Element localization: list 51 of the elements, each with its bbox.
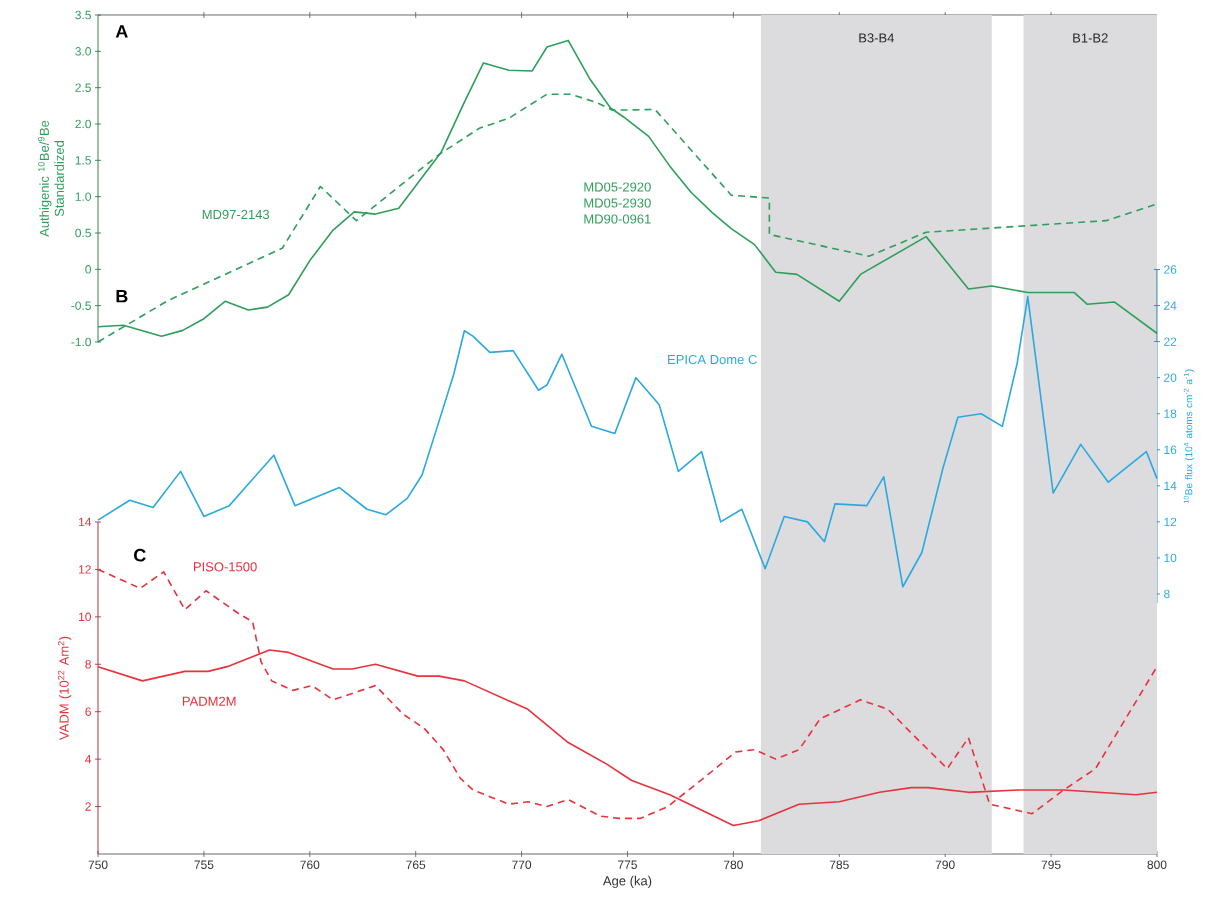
y2-tick-label: 26: [1164, 265, 1177, 274]
x-tick-label: 800: [1147, 860, 1167, 870]
chart-title: A: [115, 25, 128, 38]
series-label: PADM2M: [182, 696, 236, 706]
y-tick-label: 1.0: [75, 192, 92, 201]
y2-tick-label: 10: [1164, 553, 1177, 563]
y-tick-label: 14: [79, 517, 92, 527]
x-tick-label: 755: [194, 860, 214, 869]
y2-tick-label: 12: [1164, 517, 1177, 527]
y-tick-label: 2.5: [75, 83, 91, 92]
x-tick-label: 760: [300, 860, 320, 870]
y-tick-label: -1.0: [71, 337, 92, 347]
y2-axis-title: $^{10}$Be flux (10$^{4}$ atoms cm$^{-2}$ a$^{-1}$): [1183, 369, 1195, 503]
x-tick-label: 765: [406, 860, 426, 870]
y2-tick-label: 18: [1164, 409, 1177, 418]
y-tick-label: 12: [79, 565, 91, 574]
y2-tick-label: 22: [1164, 337, 1177, 346]
y-tick-label: 2: [85, 802, 91, 811]
band-label: B1-B2: [1073, 33, 1108, 43]
y2-tick-label: 24: [1164, 301, 1177, 310]
y-tick-label: 8: [85, 660, 91, 669]
text: C: [134, 548, 146, 562]
y2-tick-label: 16: [1164, 445, 1177, 454]
text: EPICA Dome C: [668, 354, 757, 365]
text: B: [116, 289, 128, 303]
x-tick-label: 750: [88, 860, 108, 870]
x-tick-label: 795: [1041, 860, 1061, 870]
y-tick-label: 0.5: [75, 228, 91, 238]
y-tick-label: 3.0: [75, 47, 92, 56]
y2-tick-label: 8: [1164, 589, 1170, 599]
x-tick-label: 790: [935, 860, 955, 870]
y-tick-label: 2.0: [75, 119, 92, 129]
series-label: MD05-2920 MD05-2930 MD90-0961: [584, 182, 651, 224]
y2-tick-label: 20: [1164, 373, 1177, 382]
y-tick-label: 0: [85, 265, 92, 274]
series-label: PISO-1500: [193, 562, 257, 572]
x-tick-label: 770: [512, 860, 532, 870]
x-tick-label: 780: [723, 860, 743, 870]
y-tick-label: 3.5: [75, 10, 91, 20]
y-tick-label: 6: [85, 707, 91, 716]
x-axis-title: Age (ka): [602, 875, 652, 888]
y-tick-label: 4: [85, 755, 92, 764]
y2-tick-label: 14: [1164, 481, 1177, 490]
text: MD97-2143: [202, 209, 270, 220]
y-tick-label: -0.5: [71, 301, 91, 310]
y-axis-title: VADM (10$^{22}$ Am$^{2}$): [57, 636, 72, 740]
x-tick-label: 775: [618, 860, 637, 869]
band-label: B3-B4: [859, 33, 895, 43]
y-tick-label: 10: [79, 612, 92, 622]
y-tick-label: 1.5: [75, 156, 91, 165]
x-tick-label: 785: [829, 860, 849, 870]
